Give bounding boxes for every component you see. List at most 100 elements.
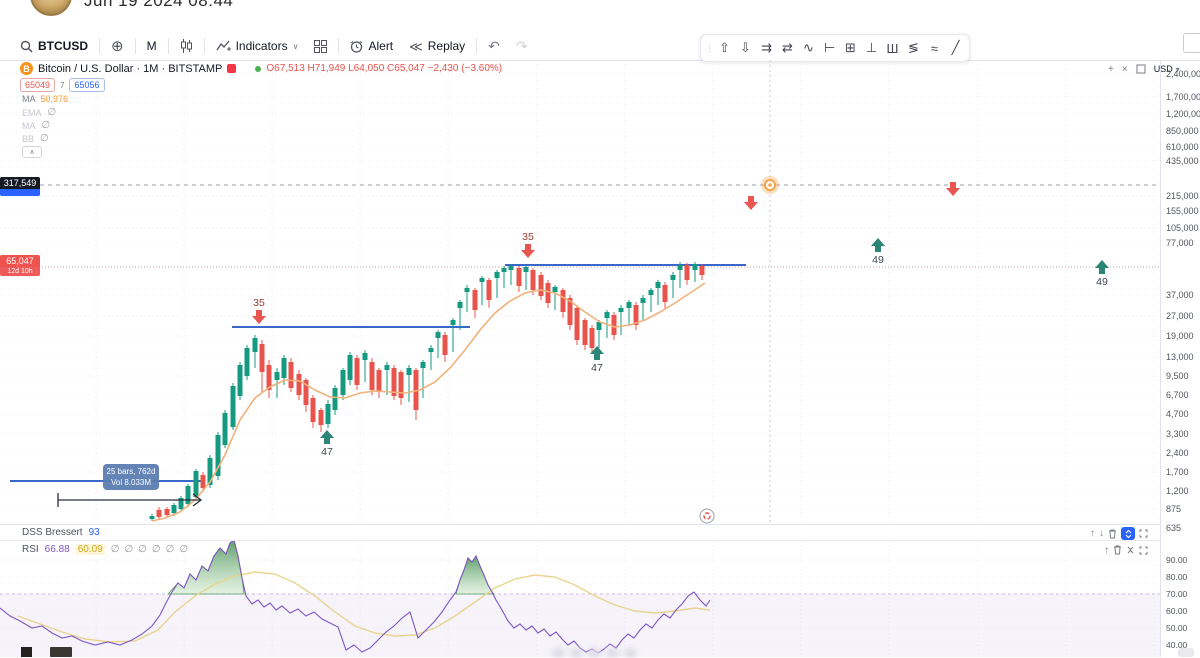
- rsi-axis-label: 80.00: [1166, 572, 1188, 582]
- collapse-pane-button[interactable]: [1121, 527, 1135, 540]
- indicators-icon: [216, 40, 231, 51]
- rsi-empty-value: ∅: [151, 544, 161, 555]
- buy-signal-arrow[interactable]: [320, 430, 334, 444]
- ohlc-values: O67,513 H71,949 L64,050 C65,047 −2,430 (…: [266, 63, 503, 74]
- chart-style-button[interactable]: [172, 35, 201, 57]
- collapse-pane-button[interactable]: [1126, 544, 1135, 556]
- ema-legend-row[interactable]: EMA ∅: [22, 107, 56, 118]
- eye-off-icon[interactable]: ∅: [40, 133, 49, 144]
- parallel-channel-icon[interactable]: ≶: [908, 40, 919, 55]
- scale-close-icon[interactable]: ×: [1121, 63, 1128, 75]
- interval-button[interactable]: M: [146, 39, 157, 53]
- replay-button[interactable]: ≪ Replay: [401, 35, 473, 57]
- undo-button[interactable]: ↶: [488, 37, 500, 54]
- ma-legend-row[interactable]: MA 50,976: [22, 94, 68, 104]
- rsi-pane[interactable]: [0, 541, 1160, 657]
- price-axis[interactable]: 2,400,000 1,700,000 1,200,000 850,000 610,00…: [1160, 60, 1200, 533]
- cropped-corner-element: [1178, 648, 1194, 657]
- delete-pane-button[interactable]: [1108, 529, 1117, 539]
- move-pane-down-button[interactable]: ↓: [1099, 528, 1104, 539]
- path-icon[interactable]: ⇄: [782, 40, 793, 55]
- maximize-pane-button[interactable]: [1139, 529, 1148, 538]
- eye-off-icon[interactable]: ∅: [47, 107, 57, 118]
- arrow-marker-down-icon[interactable]: ⇩: [740, 40, 751, 55]
- sell-signal-arrow[interactable]: [946, 182, 960, 196]
- measure-tooltip-line1: 25 bars, 762d: [107, 467, 156, 476]
- sell-signal-arrow[interactable]: [744, 196, 758, 210]
- rsi-axis-label: 50.00: [1166, 623, 1188, 633]
- candle-body: [633, 305, 639, 325]
- currency-selector[interactable]: USD ▾: [1154, 64, 1180, 74]
- axis-divider: [1160, 60, 1161, 657]
- eye-off-icon[interactable]: ∅: [41, 120, 51, 131]
- candle-body: [222, 413, 228, 445]
- flat-lines-icon[interactable]: ≈: [930, 40, 939, 56]
- zigzag-icon[interactable]: ∿: [803, 40, 814, 55]
- ma2-legend-row[interactable]: MA ∅: [22, 120, 50, 131]
- chevron-down-icon: ∨: [292, 41, 299, 51]
- candle-body: [237, 365, 243, 396]
- sell-signal-arrow[interactable]: [521, 244, 535, 258]
- scale-reset-icon[interactable]: +: [1108, 63, 1114, 75]
- buy-signal-arrow[interactable]: [1095, 260, 1109, 274]
- buy-button[interactable]: 65056: [69, 78, 105, 92]
- candle-body: [259, 344, 265, 372]
- flag-icon[interactable]: [227, 64, 237, 73]
- candle-body: [670, 275, 676, 280]
- rsi-empty-value: ∅: [165, 544, 175, 555]
- ma2-label: MA: [22, 120, 36, 131]
- candle-body: [340, 370, 346, 395]
- move-pane-up-button[interactable]: ↑: [1090, 528, 1095, 539]
- pattern-grid-icon[interactable]: ⊞: [845, 40, 856, 55]
- chart-event-bubble[interactable]: [699, 508, 715, 524]
- candle-body: [252, 338, 258, 352]
- arrow-marker-up-icon[interactable]: ⇧: [719, 40, 730, 55]
- buy-signal-arrow[interactable]: [871, 238, 885, 252]
- buy-signal-arrow[interactable]: [590, 346, 604, 360]
- price-axis-label: 27,000: [1166, 311, 1194, 321]
- candle-body: [149, 516, 155, 519]
- symbol-search-button[interactable]: BTCUSD: [12, 35, 96, 57]
- candle-body: [486, 280, 492, 300]
- candle-body: [406, 368, 412, 375]
- trend-line-icon[interactable]: ╱: [951, 40, 960, 55]
- indicators-button[interactable]: Indicators ∨: [208, 35, 307, 57]
- bb-legend-row[interactable]: BB ∅: [22, 133, 49, 144]
- price-axis-label: 875: [1166, 504, 1182, 514]
- maximize-pane-button[interactable]: [1139, 546, 1148, 555]
- dss-pane-header[interactable]: DSS Bressert 93: [0, 524, 1160, 541]
- ma-value: 50,976: [40, 94, 69, 104]
- price-chart[interactable]: 25 bars, 762d Vol 8.033M 35 35 47 47 49 49: [0, 60, 1160, 524]
- redo-button[interactable]: ↷: [515, 37, 528, 54]
- sell-signal-arrow[interactable]: [252, 310, 266, 324]
- rsi-axis-label: 90.00: [1166, 555, 1188, 565]
- sell-button[interactable]: 65049: [20, 78, 56, 92]
- candle-body: [156, 510, 162, 517]
- maximize-icon[interactable]: [1136, 64, 1146, 74]
- symbol-legend-row[interactable]: B Bitcoin / U.S. Dollar · 1M · BITSTAMP …: [20, 62, 502, 75]
- rsi-pane-header[interactable]: RSI 66.88 60.09 ∅ ∅ ∅ ∅ ∅ ∅: [22, 544, 188, 555]
- top-toolbar: BTCUSD ⊕ M Indicators ∨ Alert ≪ Replay ↶…: [0, 32, 1200, 61]
- coin-logo: [30, 0, 72, 16]
- move-pane-up-button[interactable]: ↑: [1104, 544, 1109, 556]
- long-position-icon[interactable]: ⇉: [761, 40, 772, 55]
- head-shoulders-icon[interactable]: ⊢: [823, 40, 836, 55]
- collapse-legend-button[interactable]: ∧: [22, 146, 42, 158]
- delete-pane-button[interactable]: [1113, 545, 1122, 555]
- price-axis-label: 1,700: [1166, 467, 1189, 477]
- price-axis-label: 155,000: [1166, 206, 1199, 216]
- rsi-axis[interactable]: 90.00 80.00 70.00 60.00 50.00 40.00: [1160, 541, 1200, 657]
- rsi-pane-buttons: ↑: [1104, 544, 1148, 556]
- rsi-band-fill: [0, 594, 1160, 657]
- candle-body: [178, 498, 184, 509]
- candle-body: [362, 353, 368, 360]
- bars-pattern-icon[interactable]: Ш: [886, 40, 899, 56]
- alert-button[interactable]: Alert: [342, 35, 401, 57]
- forecast-icon[interactable]: ⊥: [865, 40, 878, 55]
- candle-body: [582, 320, 588, 345]
- search-icon: [20, 40, 33, 52]
- toolbar-separator: [203, 38, 205, 54]
- compare-button[interactable]: ⊕: [111, 37, 124, 55]
- layout-grid-button[interactable]: [306, 35, 335, 57]
- rsi-value: 66.88: [44, 544, 70, 555]
